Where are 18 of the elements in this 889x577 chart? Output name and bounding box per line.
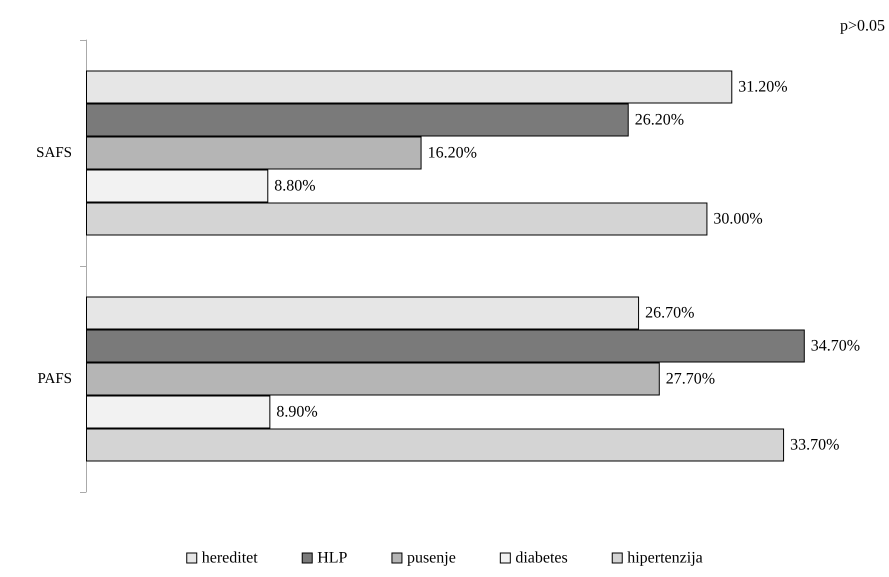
legend-label: diabetes: [515, 550, 568, 566]
data-label: 34.70%: [810, 338, 860, 354]
data-label: 33.70%: [790, 436, 840, 454]
legend-label: pusenje: [406, 550, 456, 566]
data-label: 26.20%: [634, 112, 684, 128]
data-label: 8.80%: [274, 178, 316, 194]
data-label: 26.70%: [645, 304, 694, 322]
data-label: 8.90%: [276, 404, 318, 420]
legend-label: hereditet: [202, 550, 258, 566]
legend-label: hipertenzija: [627, 550, 703, 566]
data-label: 16.20%: [428, 144, 477, 162]
y-tick-label: SAFS: [36, 145, 72, 161]
data-label: 31.20%: [738, 78, 788, 96]
legend-label: HLP: [317, 550, 348, 566]
y-tick-label: PAFS: [38, 371, 72, 387]
data-label: 30.00%: [713, 210, 763, 228]
text: p>0.05: [840, 18, 886, 34]
data-label: 27.70%: [666, 370, 716, 388]
